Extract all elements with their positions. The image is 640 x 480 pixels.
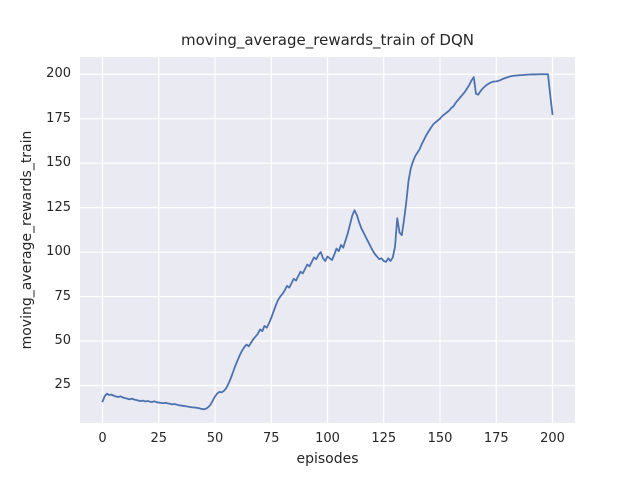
x-tick-label: 150 <box>427 431 453 446</box>
x-tick-label: 125 <box>371 431 397 446</box>
y-tick-label: 25 <box>54 377 71 393</box>
x-axis-label: episodes <box>296 451 359 467</box>
y-tick-label: 200 <box>46 66 71 82</box>
y-tick-label: 150 <box>46 155 71 171</box>
x-tick-label: 25 <box>150 431 168 446</box>
x-tick-label: 200 <box>540 431 565 446</box>
y-tick-label: 125 <box>46 199 71 215</box>
data-line <box>101 73 554 411</box>
chart-title: moving_average_rewards_train of DQN <box>180 31 475 49</box>
x-tick-label: 0 <box>98 431 107 446</box>
y-tick-label: 75 <box>54 288 71 304</box>
x-tick-label: 100 <box>315 431 340 446</box>
x-tick-label: 175 <box>483 431 509 446</box>
y-tick-label: 175 <box>46 110 71 126</box>
y-tick-label: 100 <box>46 244 71 260</box>
y-tick-label: 50 <box>54 333 71 348</box>
x-tick-label: 75 <box>262 431 280 446</box>
x-tick-label: 50 <box>206 431 224 446</box>
